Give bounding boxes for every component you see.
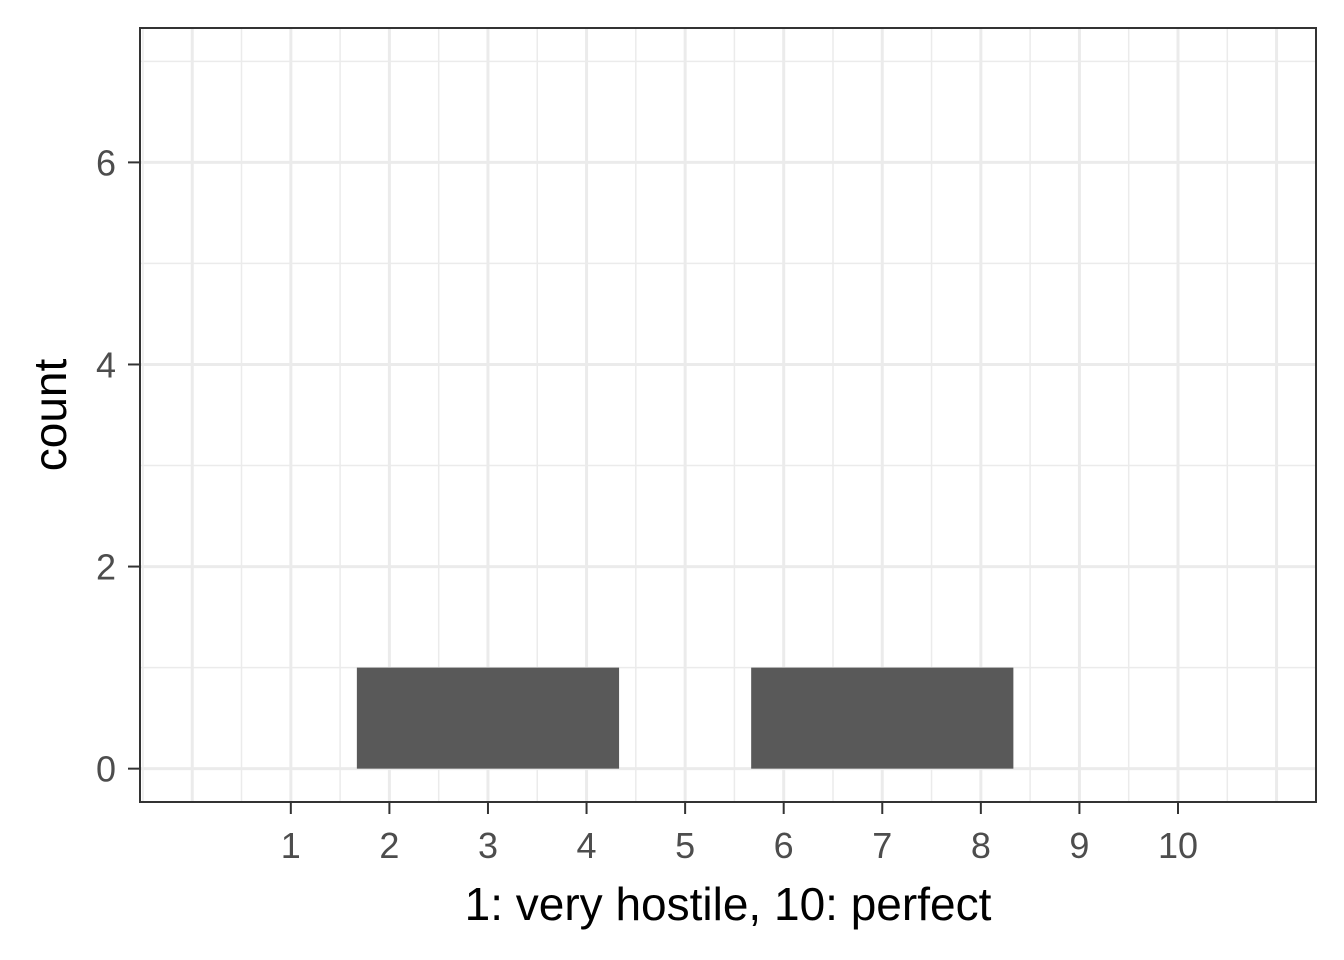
x-tick-label: 9 bbox=[1069, 825, 1089, 866]
x-tick-label: 6 bbox=[774, 825, 794, 866]
y-axis-title: count bbox=[24, 359, 76, 472]
x-tick-label: 7 bbox=[872, 825, 892, 866]
x-axis-title: 1: very hostile, 10: perfect bbox=[465, 878, 992, 930]
x-tick-label: 10 bbox=[1158, 825, 1198, 866]
y-tick-label: 0 bbox=[96, 749, 116, 790]
y-tick-label: 2 bbox=[96, 547, 116, 588]
x-tick-label: 2 bbox=[379, 825, 399, 866]
x-axis: 1 2 3 4 5 6 7 8 9 10 bbox=[281, 802, 1198, 866]
x-tick-label: 5 bbox=[675, 825, 695, 866]
x-tick-label: 3 bbox=[478, 825, 498, 866]
bar bbox=[356, 667, 620, 769]
bar bbox=[751, 667, 1014, 769]
major-gridlines bbox=[140, 28, 1316, 802]
y-tick-label: 4 bbox=[96, 344, 116, 385]
bars bbox=[356, 667, 1014, 769]
x-tick-label: 8 bbox=[971, 825, 991, 866]
x-tick-label: 1 bbox=[281, 825, 301, 866]
y-axis: 0 2 4 6 bbox=[96, 142, 140, 790]
x-tick-label: 4 bbox=[577, 825, 597, 866]
panel-border bbox=[139, 27, 1317, 803]
minor-gridlines bbox=[140, 28, 1316, 802]
y-tick-label: 6 bbox=[96, 142, 116, 183]
